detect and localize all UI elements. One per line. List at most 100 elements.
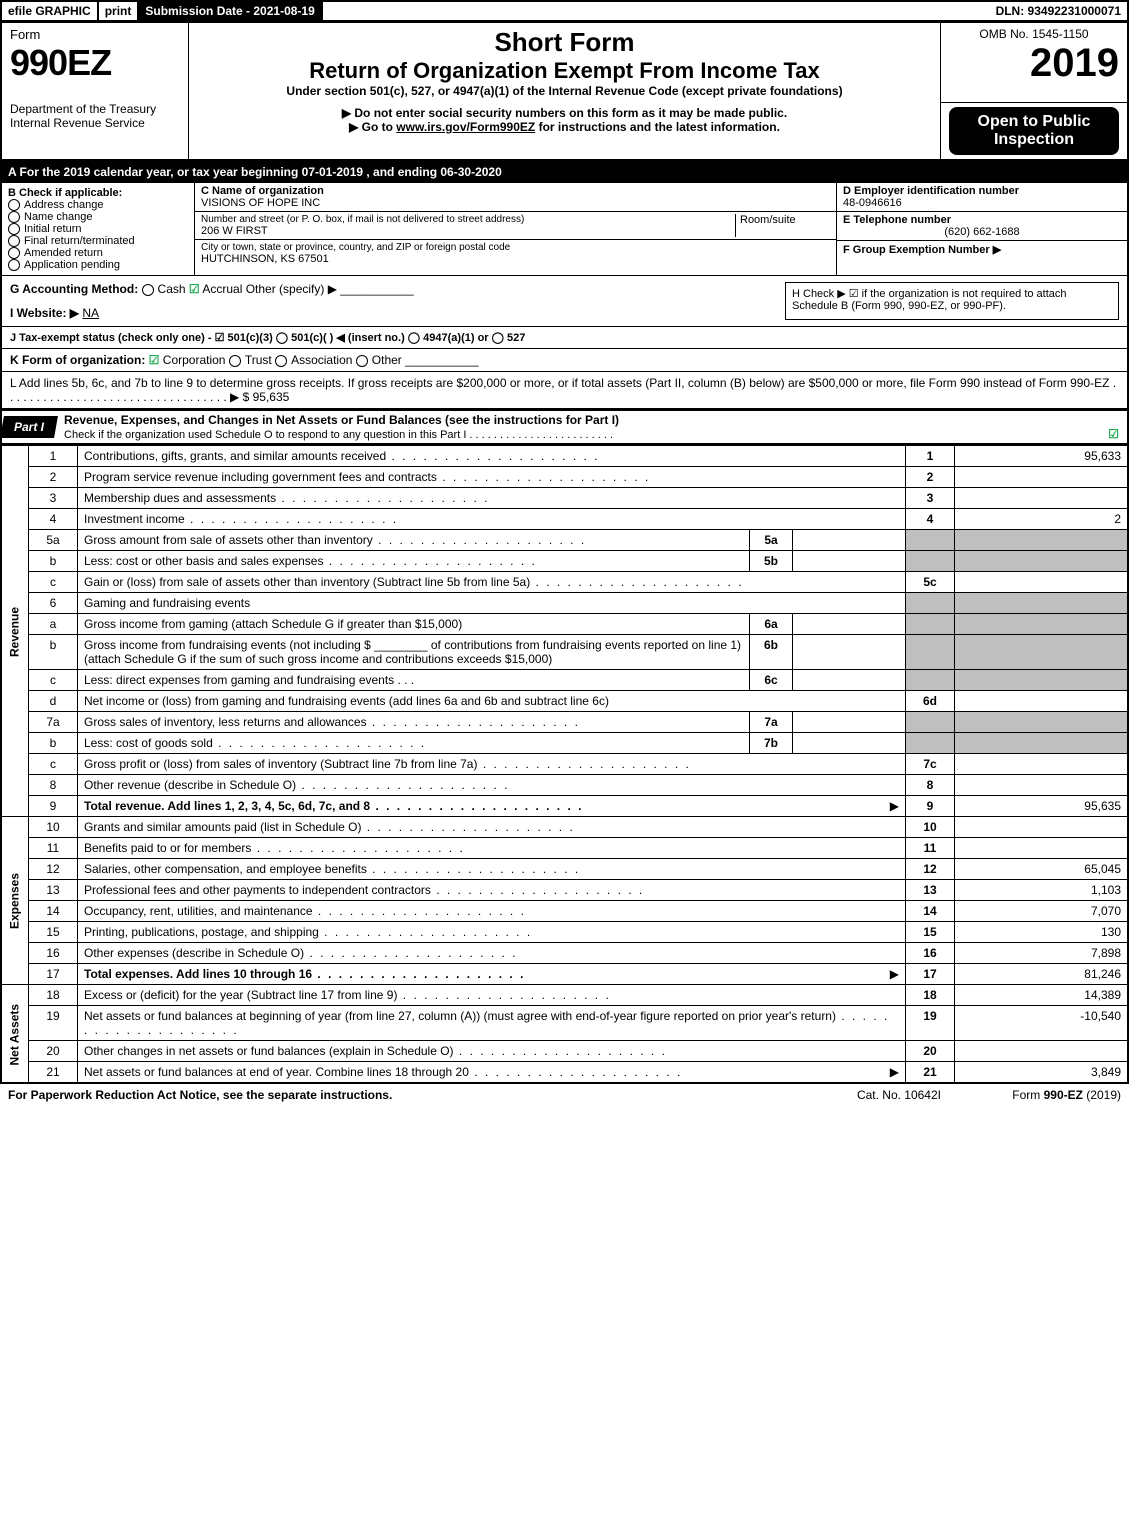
r-8: 8 <box>906 775 955 796</box>
accounting-accrual[interactable]: ☑ Accrual <box>189 282 242 296</box>
ssn-warning: ▶ Do not enter social security numbers o… <box>197 106 932 120</box>
desc-11: Benefits paid to or for members <box>78 838 906 859</box>
website-value: NA <box>82 306 99 320</box>
ln-5b: b <box>29 551 78 572</box>
a-5c <box>955 572 1129 593</box>
a-8 <box>955 775 1129 796</box>
a-19: -10,540 <box>955 1006 1129 1041</box>
ln-14: 14 <box>29 901 78 922</box>
accounting-other[interactable]: Other (specify) ▶ ___________ <box>246 282 414 296</box>
r-7c: 7c <box>906 754 955 775</box>
dept-treasury: Department of the Treasury <box>10 102 180 116</box>
r-5a-gray <box>906 530 955 551</box>
ln-20: 20 <box>29 1041 78 1062</box>
chk-initial[interactable]: Initial return <box>8 223 188 235</box>
a-7c <box>955 754 1129 775</box>
ln-5a: 5a <box>29 530 78 551</box>
goto-post: for instructions and the latest informat… <box>535 120 780 134</box>
r-7a-gray <box>906 712 955 733</box>
open-to-public: Open to Public Inspection <box>949 107 1119 155</box>
mv-7a <box>793 712 906 733</box>
chk-name[interactable]: Name change <box>8 211 188 223</box>
city-value: HUTCHINSON, KS 67501 <box>201 253 830 265</box>
m-7b: 7b <box>750 733 793 754</box>
desc-3: Membership dues and assessments <box>78 488 906 509</box>
a-12: 65,045 <box>955 859 1129 880</box>
r-3: 3 <box>906 488 955 509</box>
chk-final[interactable]: Final return/terminated <box>8 235 188 247</box>
ln-7b: b <box>29 733 78 754</box>
r-5c: 5c <box>906 572 955 593</box>
phone-label: E Telephone number <box>843 214 1121 226</box>
chk-address[interactable]: Address change <box>8 199 188 211</box>
m-6a: 6a <box>750 614 793 635</box>
r-6d: 6d <box>906 691 955 712</box>
addr-value: 206 W FIRST <box>201 225 735 237</box>
ln-13: 13 <box>29 880 78 901</box>
desc-2: Program service revenue including govern… <box>78 467 906 488</box>
m-5b: 5b <box>750 551 793 572</box>
part-1-label: Part I <box>0 416 58 438</box>
a-6b-gray <box>955 635 1129 670</box>
mv-6b <box>793 635 906 670</box>
a-17: 81,246 <box>955 964 1129 985</box>
desc-18: Excess or (deficit) for the year (Subtra… <box>78 985 906 1006</box>
r-4: 4 <box>906 509 955 530</box>
chk-pending[interactable]: Application pending <box>8 259 188 271</box>
a-5b-gray <box>955 551 1129 572</box>
form-word: Form <box>10 27 180 42</box>
org-assoc[interactable]: Association <box>275 353 352 367</box>
org-name: VISIONS OF HOPE INC <box>201 197 830 209</box>
a-1: 95,633 <box>955 446 1129 467</box>
r-15: 15 <box>906 922 955 943</box>
desc-9: Total revenue. Add lines 1, 2, 3, 4, 5c,… <box>78 796 906 817</box>
ln-3: 3 <box>29 488 78 509</box>
m-6c: 6c <box>750 670 793 691</box>
accounting-cash[interactable]: Cash <box>142 282 186 296</box>
ln-1: 1 <box>29 446 78 467</box>
ln-15: 15 <box>29 922 78 943</box>
group-exemption-label: F Group Exemption Number ▶ <box>843 244 1001 256</box>
top-bar: efile GRAPHIC print Submission Date - 20… <box>0 0 1129 22</box>
m-6b: 6b <box>750 635 793 670</box>
chk-amended[interactable]: Amended return <box>8 247 188 259</box>
part-1-sub: Check if the organization used Schedule … <box>64 429 613 441</box>
org-corp[interactable]: ☑ Corporation <box>149 353 226 367</box>
row-g-h: G Accounting Method: Cash ☑ Accrual Othe… <box>0 276 1129 327</box>
r-14: 14 <box>906 901 955 922</box>
phone-value: (620) 662-1688 <box>843 226 1121 238</box>
ln-4: 4 <box>29 509 78 530</box>
r-6b-gray <box>906 635 955 670</box>
ln-2: 2 <box>29 467 78 488</box>
accounting-label: G Accounting Method: <box>10 282 138 296</box>
footer: For Paperwork Reduction Act Notice, see … <box>0 1084 1129 1106</box>
desc-21: Net assets or fund balances at end of ye… <box>78 1062 906 1084</box>
desc-6c: Less: direct expenses from gaming and fu… <box>78 670 750 691</box>
r-7b-gray <box>906 733 955 754</box>
desc-8: Other revenue (describe in Schedule O) <box>78 775 906 796</box>
ln-7a: 7a <box>29 712 78 733</box>
r-1: 1 <box>906 446 955 467</box>
dln-number: DLN: 93492231000071 <box>990 2 1127 20</box>
ln-10: 10 <box>29 817 78 838</box>
irs-link[interactable]: www.irs.gov/Form990EZ <box>396 120 535 134</box>
goto-instructions: ▶ Go to www.irs.gov/Form990EZ for instru… <box>197 120 932 134</box>
a-10 <box>955 817 1129 838</box>
part-1-table: Revenue 1 Contributions, gifts, grants, … <box>0 445 1129 1084</box>
ln-21: 21 <box>29 1062 78 1084</box>
desc-4: Investment income <box>78 509 906 530</box>
footer-mid: Cat. No. 10642I <box>857 1088 941 1102</box>
ln-6b: b <box>29 635 78 670</box>
footer-right: Form 990-EZ (2019) <box>941 1088 1121 1102</box>
efile-button[interactable]: efile GRAPHIC <box>2 2 99 20</box>
print-button[interactable]: print <box>99 2 140 20</box>
desc-12: Salaries, other compensation, and employ… <box>78 859 906 880</box>
a-14: 7,070 <box>955 901 1129 922</box>
org-trust[interactable]: Trust <box>229 353 272 367</box>
org-other[interactable]: Other ___________ <box>356 353 479 367</box>
ln-8: 8 <box>29 775 78 796</box>
desc-16: Other expenses (describe in Schedule O) <box>78 943 906 964</box>
omb-number: OMB No. 1545-1150 <box>949 27 1119 41</box>
desc-5a: Gross amount from sale of assets other t… <box>78 530 750 551</box>
ln-6: 6 <box>29 593 78 614</box>
